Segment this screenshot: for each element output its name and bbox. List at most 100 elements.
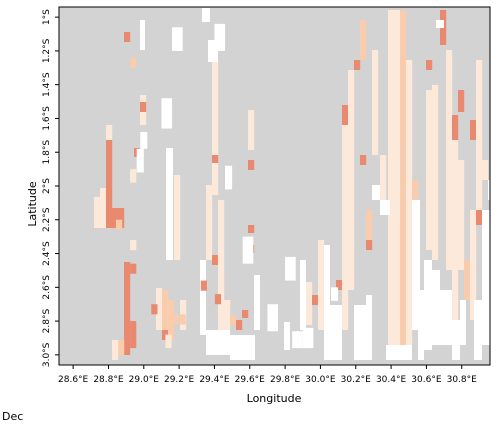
raster-column	[400, 10, 407, 345]
raster-column	[470, 210, 477, 320]
water-patch	[432, 270, 440, 345]
raster-column	[242, 310, 249, 318]
x-tick-label: 28.8°E	[93, 375, 124, 385]
value-cell	[214, 294, 222, 305]
raster-column	[230, 315, 237, 325]
x-tick-label: 30.4°E	[376, 375, 407, 385]
y-tick-label: 2°S	[42, 178, 52, 194]
y-axis-title: Latitude	[26, 181, 39, 227]
raster-column	[124, 262, 131, 355]
y-tick-label: 2.2°S	[42, 207, 52, 232]
raster-column	[342, 105, 349, 130]
value-cell	[130, 169, 137, 183]
water-patch	[452, 320, 460, 360]
raster-column	[318, 240, 325, 330]
value-cell	[151, 304, 158, 315]
value-cell	[165, 334, 172, 349]
raster-column	[118, 208, 125, 228]
water-body	[140, 131, 148, 149]
water-patch	[206, 330, 230, 355]
water-body	[302, 327, 314, 349]
raster-column	[426, 60, 433, 70]
water-patch	[324, 245, 330, 360]
value-cell	[179, 314, 186, 325]
raster-column	[354, 60, 361, 70]
water-body	[214, 23, 226, 51]
raster-column	[156, 288, 163, 330]
water-body	[136, 148, 144, 173]
raster-column	[470, 120, 477, 140]
water-patch	[354, 305, 366, 360]
value-cell	[130, 240, 137, 251]
water-patch	[412, 200, 420, 330]
x-axis-ticks: 28.6°E 28.8°E 29.0°E 29.2°E 29.4°E 29.6°E 29.8…	[58, 365, 477, 385]
raster-column	[458, 90, 465, 112]
water-patch	[488, 180, 490, 200]
x-tick-label: 28.6°E	[58, 375, 89, 385]
x-tick-label: 29.0°E	[129, 375, 160, 385]
x-tick-label: 30.2°E	[341, 375, 372, 385]
raster-column	[118, 340, 125, 355]
water-patch	[140, 20, 145, 50]
raster-column	[248, 225, 255, 233]
raster-column	[372, 50, 379, 155]
raster-column	[426, 90, 433, 250]
water-patch	[460, 300, 466, 345]
x-tick-label: 29.6°E	[235, 375, 266, 385]
water-body	[225, 165, 233, 190]
figure-caption: Dec	[2, 410, 23, 423]
water-patch	[208, 40, 218, 62]
raster-column	[452, 140, 459, 330]
raster-column	[140, 102, 147, 112]
raster-column	[112, 340, 119, 360]
value-cell	[130, 321, 137, 349]
raster-column	[446, 50, 453, 270]
water-patch	[424, 260, 432, 350]
raster-column	[94, 197, 101, 228]
raster-column	[100, 188, 107, 228]
water-patch	[230, 335, 255, 360]
water-patch	[474, 300, 482, 360]
raster-column	[218, 200, 225, 330]
raster-column	[248, 160, 255, 170]
raster-column	[348, 70, 355, 290]
water-patch	[482, 210, 490, 345]
raster-column	[452, 115, 459, 140]
water-body	[242, 236, 254, 264]
y-tick-label: 2.6°S	[42, 275, 52, 300]
water-patch	[300, 260, 306, 330]
raster-column	[360, 155, 367, 165]
x-tick-label: 29.8°E	[270, 375, 301, 385]
raster-column	[412, 180, 419, 200]
raster-column	[366, 210, 373, 250]
water-body	[161, 98, 173, 129]
raster-column	[360, 20, 367, 60]
y-tick-label: 1.2°S	[42, 38, 52, 63]
x-tick-label: 30.0°E	[305, 375, 336, 385]
raster-column	[406, 60, 413, 345]
y-tick-label: 2.8°S	[42, 309, 52, 334]
y-tick-label: 2.4°S	[42, 241, 52, 266]
raster-column	[482, 160, 489, 180]
raster-column	[380, 155, 387, 200]
water-layer	[136, 23, 339, 349]
water-body	[292, 331, 303, 349]
water-patch	[440, 290, 452, 345]
value-cell	[115, 219, 123, 230]
raster-column	[432, 85, 439, 260]
water-patch	[366, 295, 372, 360]
raster-column	[248, 110, 255, 150]
water-patch	[330, 305, 342, 360]
water-patch	[166, 148, 173, 260]
raster-column	[162, 330, 169, 340]
water-patch	[284, 322, 290, 350]
raster-column	[112, 208, 119, 228]
raster-column	[394, 10, 401, 345]
raster-column	[464, 260, 471, 300]
water-patch	[386, 345, 412, 360]
raster-column	[206, 185, 213, 260]
x-tick-label: 29.4°E	[199, 375, 230, 385]
raster-column	[312, 295, 319, 305]
value-cell	[130, 57, 137, 68]
raster-column	[212, 60, 219, 195]
